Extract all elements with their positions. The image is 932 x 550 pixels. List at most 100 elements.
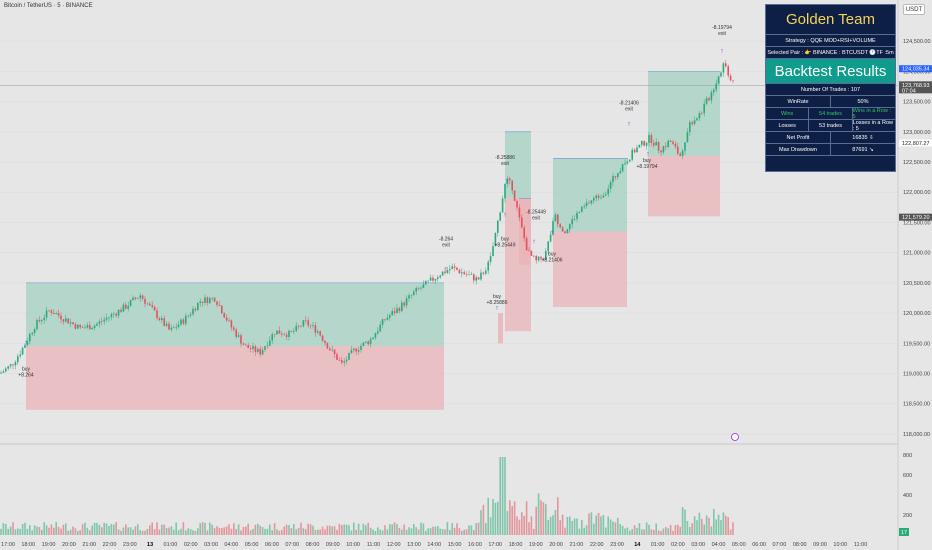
volume-bar: [218, 527, 221, 535]
candle-body: [710, 92, 713, 101]
volume-bar: [180, 528, 182, 535]
volume-bar: [499, 457, 501, 535]
trade-arrow-icon: ↑: [503, 211, 507, 218]
candle-body: [69, 322, 72, 324]
candle-body: [331, 349, 333, 351]
candle-body: [698, 113, 701, 119]
trade-arrow-icon: ↑: [550, 230, 554, 237]
volume-bar: [189, 529, 192, 535]
volume-bar: [677, 524, 679, 535]
volume-bar: [122, 527, 125, 535]
volume-bar: [31, 530, 33, 535]
price-tick-label: 120,500.00: [903, 281, 931, 287]
time-tick-label: 04:00: [712, 542, 726, 548]
candle-body: [554, 214, 557, 222]
candle-body: [115, 313, 117, 316]
volume-bar: [314, 529, 317, 535]
volume-bar: [149, 525, 151, 535]
candle-body: [391, 311, 393, 316]
trade-label: +8.21406: [542, 258, 563, 264]
volume-bar: [624, 528, 626, 535]
volume-bar: [602, 515, 605, 535]
net-profit-value: 16835 ⇩: [852, 134, 874, 141]
volume-bar: [549, 516, 552, 535]
candle-body: [261, 349, 264, 355]
volume-bar: [53, 527, 55, 535]
candle-body: [561, 227, 564, 232]
time-tick-label: 01:00: [164, 542, 178, 548]
volume-bar: [518, 519, 521, 535]
candle-body: [180, 319, 182, 325]
candle-body: [381, 319, 384, 325]
currency-selector[interactable]: USDT: [903, 4, 925, 15]
winrate-value: 50%: [857, 98, 869, 105]
candle-body: [444, 271, 446, 273]
volume-badge: [899, 528, 909, 536]
time-tick-label: 03:00: [204, 542, 218, 548]
volume-bar: [153, 529, 156, 535]
volume-bar: [593, 523, 595, 535]
candle-body: [74, 324, 77, 329]
candle-body: [65, 318, 67, 322]
volume-bar: [732, 522, 734, 535]
volume-bar: [381, 530, 384, 535]
candle-body: [482, 272, 485, 274]
candle-body: [585, 202, 588, 206]
candle-body: [372, 337, 374, 340]
candle-body: [614, 176, 617, 178]
candle-body: [192, 308, 194, 315]
candle-body: [609, 182, 612, 189]
volume-bar: [129, 527, 132, 535]
candle-body: [132, 297, 134, 301]
volume-bar: [293, 524, 295, 535]
volume-bar: [67, 530, 69, 535]
candle-body: [449, 269, 451, 271]
volume-bar: [326, 525, 329, 535]
candle-body: [295, 325, 297, 332]
candle-body: [329, 348, 331, 351]
volume-bar: [410, 528, 413, 535]
volume-bar: [398, 527, 401, 535]
price-badge: [899, 139, 932, 147]
candle-body: [681, 150, 684, 156]
candle-body: [29, 334, 31, 342]
candle-body: [703, 103, 705, 114]
price-tick-label: 121,000.00: [903, 251, 931, 257]
volume-bar: [21, 524, 24, 535]
volume-bar: [660, 530, 662, 535]
volume-bar: [353, 522, 355, 535]
volume-bar: [365, 525, 367, 535]
price-tick-label: 121,500.00: [903, 220, 931, 226]
volume-bar: [103, 522, 105, 535]
volume-bar: [581, 519, 583, 535]
candle-body: [182, 319, 185, 324]
candle-body: [127, 305, 129, 309]
volume-bar: [377, 527, 379, 535]
time-tick-label: 21:00: [570, 542, 584, 548]
candle-body: [434, 278, 437, 281]
price-tick-label: 118,500.00: [903, 402, 930, 408]
price-tick-label: 123,000.00: [903, 130, 931, 136]
time-tick-label: 03:00: [691, 542, 705, 548]
candle-body: [405, 298, 408, 306]
volume-bar: [108, 526, 110, 535]
time-tick-label: 05:00: [245, 542, 259, 548]
volume-bar: [533, 528, 535, 535]
volume-bar: [492, 499, 494, 535]
candle-body: [729, 75, 732, 81]
candle-body: [429, 277, 432, 281]
volume-bar: [355, 529, 357, 535]
symbol-title: Bitcoin / TetherUS · 5 · BINANCE: [4, 3, 93, 9]
candle-body: [672, 141, 674, 144]
volume-bar: [158, 529, 161, 535]
volume-bar: [717, 514, 720, 535]
time-tick-label: 14:00: [427, 542, 441, 548]
candle-body: [290, 330, 293, 332]
candle-body: [480, 272, 482, 280]
volume-bar: [542, 502, 545, 535]
volume-bar: [545, 504, 547, 535]
volume-bar: [480, 510, 482, 535]
time-tick-label: 16:00: [468, 542, 482, 548]
price-tick-label: 124,000.00: [903, 69, 931, 75]
candle-body: [355, 348, 357, 352]
